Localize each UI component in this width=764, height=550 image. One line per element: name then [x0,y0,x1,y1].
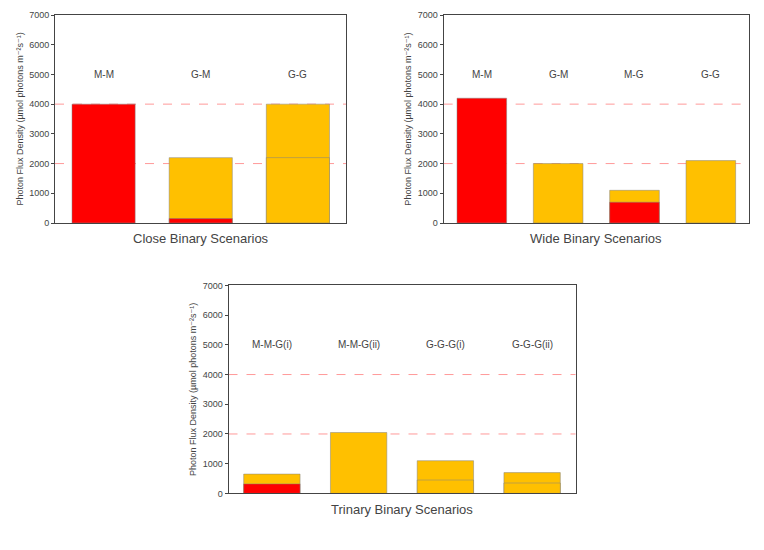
svg-text:1000: 1000 [29,188,49,198]
svg-text:0: 0 [44,218,49,228]
svg-text:M-G: M-G [624,69,644,80]
svg-text:1000: 1000 [418,188,438,198]
svg-text:0: 0 [218,489,223,499]
svg-text:7000: 7000 [418,10,438,20]
svg-text:G-M: G-M [549,69,568,80]
svg-text:5000: 5000 [418,70,438,80]
svg-text:2000: 2000 [418,159,438,169]
svg-text:M-M: M-M [472,69,492,80]
svg-text:G-G: G-G [701,69,720,80]
svg-text:G-G-G(i): G-G-G(i) [426,339,465,350]
svg-text:Wide Binary Scenarios: Wide Binary Scenarios [530,231,662,246]
svg-text:Photon Flux Density (µmol phot: Photon Flux Density (µmol photons m⁻²s⁻¹… [403,32,413,205]
svg-text:4000: 4000 [418,99,438,109]
svg-text:0: 0 [433,218,438,228]
svg-text:4000: 4000 [203,370,223,380]
svg-text:1000: 1000 [203,459,223,469]
svg-text:Close Binary Scenarios: Close Binary Scenarios [133,231,269,246]
svg-text:Trinary Binary Scenarios: Trinary Binary Scenarios [331,502,473,517]
svg-text:6000: 6000 [418,40,438,50]
svg-text:3000: 3000 [418,129,438,139]
svg-text:5000: 5000 [203,340,223,350]
svg-text:6000: 6000 [203,310,223,320]
svg-text:Photon Flux Density (µmol phot: Photon Flux Density (µmol photons m⁻²s⁻¹… [188,303,198,476]
svg-text:G-G: G-G [288,69,307,80]
svg-text:G-M: G-M [191,69,210,80]
svg-text:7000: 7000 [29,10,49,20]
svg-text:G-G-G(ii): G-G-G(ii) [512,339,553,350]
svg-text:M-M: M-M [94,69,114,80]
svg-text:4000: 4000 [29,99,49,109]
svg-text:3000: 3000 [203,399,223,409]
svg-text:6000: 6000 [29,40,49,50]
svg-text:5000: 5000 [29,70,49,80]
svg-text:7000: 7000 [203,281,223,291]
svg-text:2000: 2000 [203,429,223,439]
svg-text:Photon Flux Density (µmol phot: Photon Flux Density (µmol photons m⁻²s⁻¹… [15,32,25,205]
svg-text:M-M-G(i): M-M-G(i) [252,339,292,350]
svg-text:2000: 2000 [29,159,49,169]
svg-text:M-M-G(ii): M-M-G(ii) [338,339,380,350]
svg-text:3000: 3000 [29,129,49,139]
